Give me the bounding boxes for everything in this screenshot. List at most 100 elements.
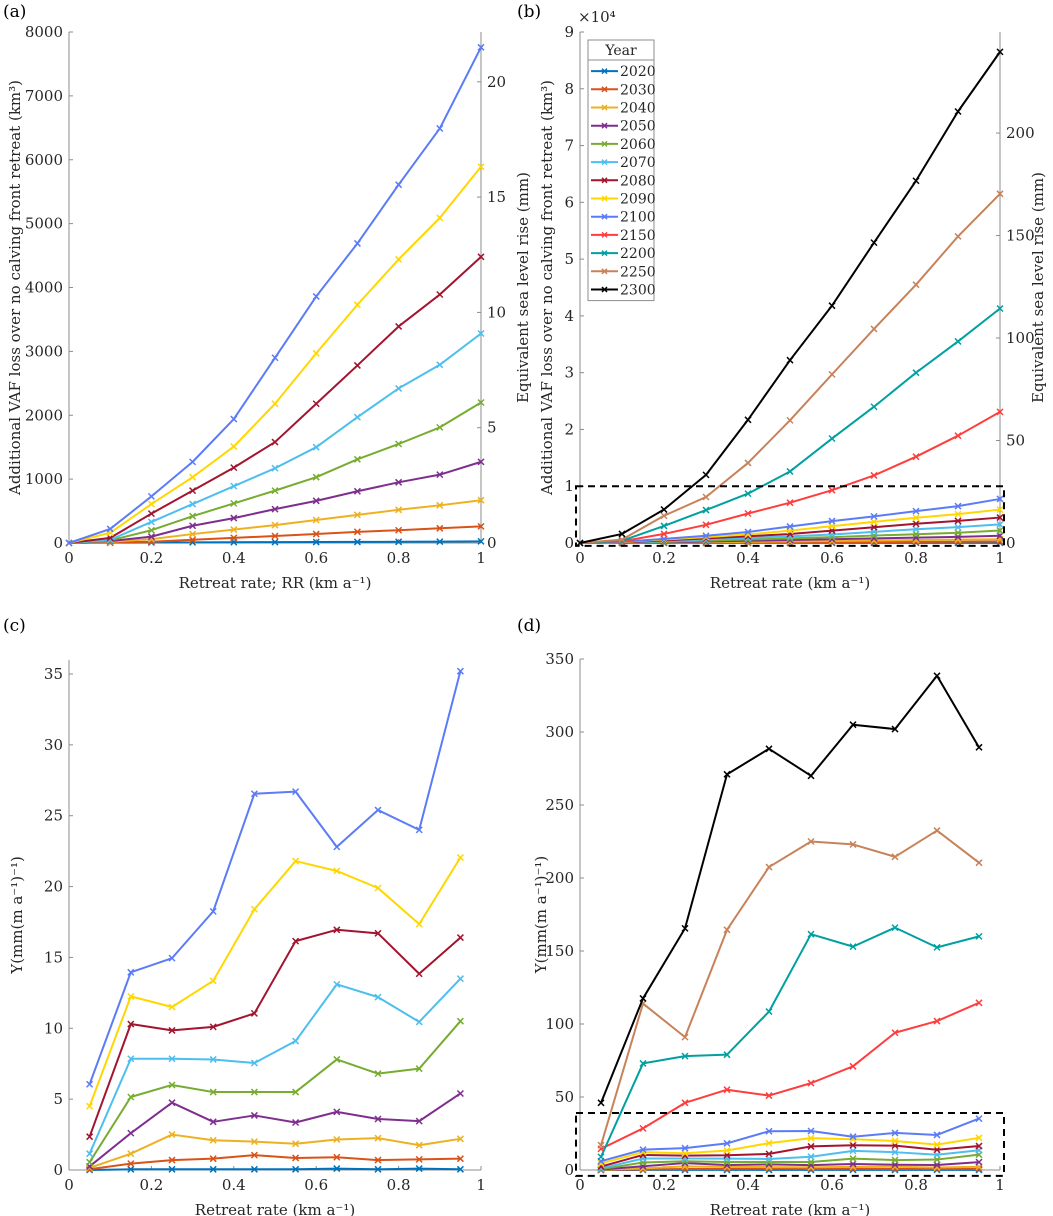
data-point-marker xyxy=(86,1158,94,1166)
data-point-marker xyxy=(374,929,382,937)
legend-item: 2150 xyxy=(591,228,656,244)
data-point-marker xyxy=(250,1151,258,1159)
panel-a: 0 0.2 0.4 0.6 0.8 101000200030004000500060007… xyxy=(6,23,532,592)
series-line xyxy=(89,1154,461,1171)
x-tick-label: 0.6 xyxy=(820,1176,844,1194)
y-tick-label: 5 xyxy=(564,250,574,268)
legend-box xyxy=(587,39,655,302)
series-2080 xyxy=(86,926,464,1141)
series-line xyxy=(600,1117,980,1163)
data-point-marker xyxy=(106,534,114,542)
data-point-marker xyxy=(744,459,752,467)
x-tick-label: 0.2 xyxy=(139,1176,163,1194)
data-point-marker xyxy=(660,512,668,520)
data-point-marker xyxy=(436,423,444,431)
data-point-marker xyxy=(395,255,403,263)
data-point-marker xyxy=(891,1148,899,1156)
data-point-marker xyxy=(870,403,878,411)
data-point-marker xyxy=(374,993,382,1001)
data-point-marker xyxy=(849,721,857,729)
data-point-marker xyxy=(127,1150,135,1158)
data-point-marker xyxy=(975,999,983,1007)
data-point-marker xyxy=(168,1003,176,1011)
data-point-marker xyxy=(333,926,341,934)
data-point-marker xyxy=(168,1026,176,1034)
data-point-marker xyxy=(618,530,626,538)
data-point-marker xyxy=(954,107,962,116)
legend-label: 2050 xyxy=(620,119,656,135)
data-point-marker xyxy=(168,1156,176,1164)
x-axis-label: Retreat rate (km a⁻¹) xyxy=(710,574,870,592)
x-tick-label: 0.6 xyxy=(304,1176,328,1194)
data-point-marker xyxy=(723,1086,731,1094)
data-point-marker xyxy=(415,1117,423,1125)
data-point-marker xyxy=(807,930,815,938)
data-point-marker xyxy=(975,1115,983,1123)
data-point-marker xyxy=(975,932,983,940)
data-point-marker xyxy=(271,505,279,513)
legend-item: 2250 xyxy=(591,264,656,280)
legend-marker xyxy=(601,268,608,275)
legend-label: 2100 xyxy=(620,210,656,226)
series-line xyxy=(88,977,462,1155)
x-tick-label: 0.6 xyxy=(304,549,328,567)
y-right-tick-label: 15 xyxy=(487,188,506,206)
data-point-marker xyxy=(891,1156,899,1164)
data-point-marker xyxy=(209,1118,217,1126)
legend-item: 2050 xyxy=(591,119,656,135)
data-point-marker xyxy=(954,337,962,345)
data-point-marker xyxy=(436,361,444,369)
legend-label: 2150 xyxy=(620,228,656,244)
data-point-marker xyxy=(639,994,647,1002)
data-point-marker xyxy=(870,471,878,479)
series-line xyxy=(88,1020,462,1163)
data-point-marker xyxy=(436,524,444,532)
data-point-marker xyxy=(765,745,773,753)
y-tick-label: 4000 xyxy=(25,279,63,297)
data-point-marker xyxy=(292,937,300,945)
y-tick-label: 1000 xyxy=(25,470,63,488)
data-point-marker xyxy=(891,1029,899,1037)
data-point-marker xyxy=(456,1155,464,1163)
legend-marker xyxy=(601,68,608,75)
x-tick-label: 0.8 xyxy=(387,1176,411,1194)
legend-label: 2030 xyxy=(620,82,656,98)
y-tick-label: 0 xyxy=(53,534,63,552)
data-point-marker xyxy=(250,1138,258,1146)
data-point-marker xyxy=(230,514,238,522)
data-point-marker xyxy=(849,1147,857,1155)
data-point-marker xyxy=(807,772,815,780)
x-tick-label: 0.4 xyxy=(222,1176,246,1194)
x-tick-label: 0.2 xyxy=(139,549,163,567)
data-point-marker xyxy=(807,1134,815,1142)
y-tick-label: 250 xyxy=(545,796,574,814)
data-point-marker xyxy=(250,1111,258,1119)
series-2020 xyxy=(86,1165,464,1174)
data-point-marker xyxy=(86,1080,94,1088)
data-point-marker xyxy=(271,400,279,408)
data-point-marker xyxy=(954,517,962,525)
data-point-marker xyxy=(681,1052,689,1060)
data-point-marker xyxy=(786,499,794,507)
series-2250 xyxy=(576,190,1004,547)
data-point-marker xyxy=(849,1160,857,1168)
y-tick-label: 10 xyxy=(44,1019,63,1037)
legend-label: 2060 xyxy=(620,137,656,153)
panel-label-c: (c) xyxy=(3,616,26,636)
x-tick-label: 0 xyxy=(64,549,74,567)
data-point-marker xyxy=(954,502,962,510)
series-2100 xyxy=(597,1115,983,1165)
data-point-marker xyxy=(353,361,361,369)
x-tick-label: 0 xyxy=(575,1176,585,1194)
data-point-marker xyxy=(230,464,238,472)
data-point-marker xyxy=(639,1124,647,1132)
data-point-marker xyxy=(681,924,689,932)
x-tick-label: 1 xyxy=(476,1176,486,1194)
y-right-tick-label: 100 xyxy=(1006,329,1035,347)
y-tick-label: 50 xyxy=(555,1088,574,1106)
data-point-marker xyxy=(807,1142,815,1150)
data-point-marker xyxy=(271,438,279,446)
x-tick-label: 0.2 xyxy=(652,549,676,567)
panel-b: 0 0.2 0.4 0.6 0.8 10123456789050100150200×10⁴… xyxy=(538,8,1047,592)
data-point-marker xyxy=(597,1099,605,1107)
